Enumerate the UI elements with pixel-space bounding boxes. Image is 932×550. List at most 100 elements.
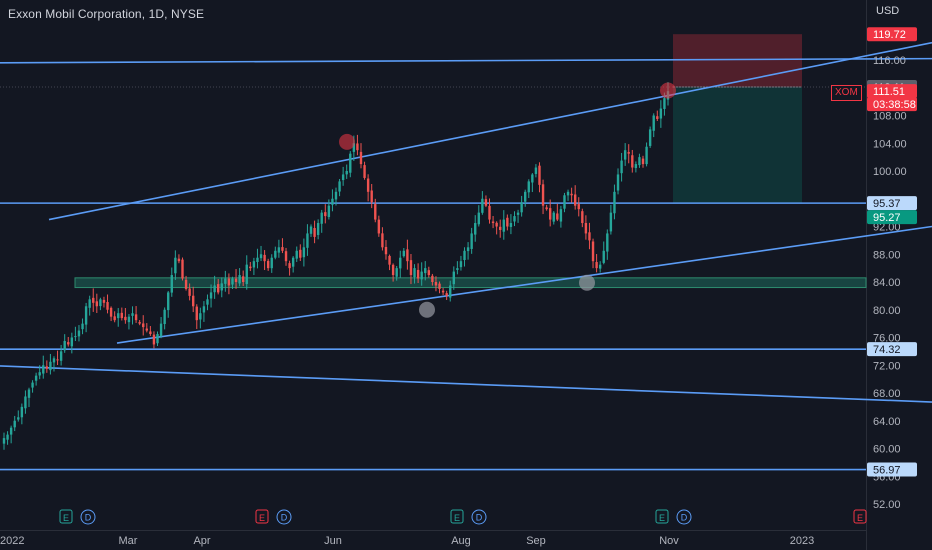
candle-body: [584, 223, 588, 234]
candle-body: [281, 247, 284, 251]
candle-body: [534, 167, 538, 174]
candle-body: [24, 396, 27, 409]
candle-body: [199, 313, 202, 320]
badge-letter: E: [259, 513, 265, 523]
candle-body: [224, 278, 227, 284]
currency-label: USD: [876, 5, 900, 17]
candle-body: [34, 375, 38, 381]
candle-body: [445, 293, 448, 296]
candle-body: [9, 427, 13, 435]
price-label-text: 03:38:58: [873, 99, 916, 111]
candle-body: [598, 264, 602, 269]
candle-body: [188, 288, 191, 296]
y-tick-label: 104.00: [873, 138, 907, 150]
candle-body: [59, 351, 63, 361]
candle-body: [384, 246, 388, 255]
x-tick-label: Jun: [324, 535, 342, 547]
candle-body: [595, 262, 598, 269]
candle-body: [516, 212, 520, 215]
badge-frame: [471, 509, 487, 525]
x-tick-label: 2023: [790, 535, 814, 547]
candle-body: [195, 306, 198, 321]
price-label-bg: [867, 342, 917, 357]
candle-body: [299, 249, 302, 258]
candle-body: [463, 250, 466, 261]
candle-body: [631, 155, 634, 168]
candle-body: [284, 251, 288, 262]
candle-body: [13, 420, 16, 428]
price-label-text: 111.51: [873, 86, 905, 98]
candle-body: [541, 184, 545, 206]
candle-body: [134, 314, 138, 321]
candle-body: [274, 250, 277, 258]
candle-body: [331, 198, 334, 205]
badge-letter: E: [63, 513, 69, 523]
candle-body: [352, 143, 356, 152]
dividend-badge: D: [276, 509, 292, 525]
badge-letter: E: [659, 513, 665, 523]
candle-body: [113, 316, 116, 321]
candle-body: [31, 382, 34, 388]
badge-frame: [276, 509, 292, 525]
price-label-text: 56.97: [873, 465, 901, 477]
candle-body: [142, 323, 145, 328]
y-tick-label: 100.00: [873, 166, 907, 178]
candle-body: [42, 365, 45, 374]
candle-body: [213, 285, 216, 293]
candle-body: [52, 358, 56, 363]
position-stop-zone: [673, 34, 802, 87]
badge-frame: [59, 509, 73, 524]
candle-body: [202, 306, 206, 313]
candle-body: [563, 195, 566, 209]
candle-body: [20, 406, 24, 418]
candle-body: [566, 191, 570, 196]
candle-body: [259, 254, 263, 259]
pivot-high-marker: [660, 82, 676, 99]
candle-body: [49, 361, 52, 371]
candle-body: [484, 199, 488, 206]
x-tick-label: Apr: [193, 535, 210, 547]
candle-body: [302, 247, 306, 258]
candle-body: [74, 336, 77, 338]
position-target-zone: [673, 86, 802, 204]
candle-body: [399, 257, 402, 269]
candle-body: [609, 212, 613, 232]
candle-body: [638, 157, 641, 166]
support-zone: [74, 277, 867, 289]
candle-body: [470, 233, 473, 249]
candle-body: [238, 275, 241, 284]
candle-body: [502, 219, 505, 232]
y-tick-label: 52.00: [873, 499, 901, 511]
candle-body: [602, 250, 605, 263]
y-tick-label: 108.00: [873, 111, 907, 123]
candle-body: [663, 98, 666, 109]
candle-body: [377, 219, 381, 234]
candle-body: [316, 223, 320, 235]
candle-body: [359, 151, 363, 165]
candle-body: [266, 260, 270, 269]
candle-body: [291, 257, 295, 267]
candle-body: [120, 312, 124, 319]
candle-body: [548, 208, 552, 220]
candle-body: [17, 417, 20, 420]
candle-body: [270, 257, 273, 269]
candle-body: [38, 372, 41, 376]
candle-body: [170, 275, 173, 293]
candle-body: [552, 212, 555, 222]
candle-body: [427, 270, 431, 276]
candle-body: [117, 313, 120, 319]
price-label-stop: 119.72: [867, 27, 917, 41]
candle-body: [441, 290, 445, 293]
badge-frame: [655, 509, 669, 524]
earnings-badge: E: [655, 509, 669, 524]
candle-body: [338, 181, 341, 192]
y-tick-label: 60.00: [873, 444, 901, 456]
candle-body: [216, 284, 220, 293]
pivot-low-marker: [419, 301, 435, 318]
candle-body: [606, 233, 609, 252]
symbol-tag[interactable]: XOM: [831, 85, 862, 101]
candle-body: [559, 209, 563, 222]
candle-body: [306, 233, 309, 248]
candle-body: [206, 299, 209, 305]
